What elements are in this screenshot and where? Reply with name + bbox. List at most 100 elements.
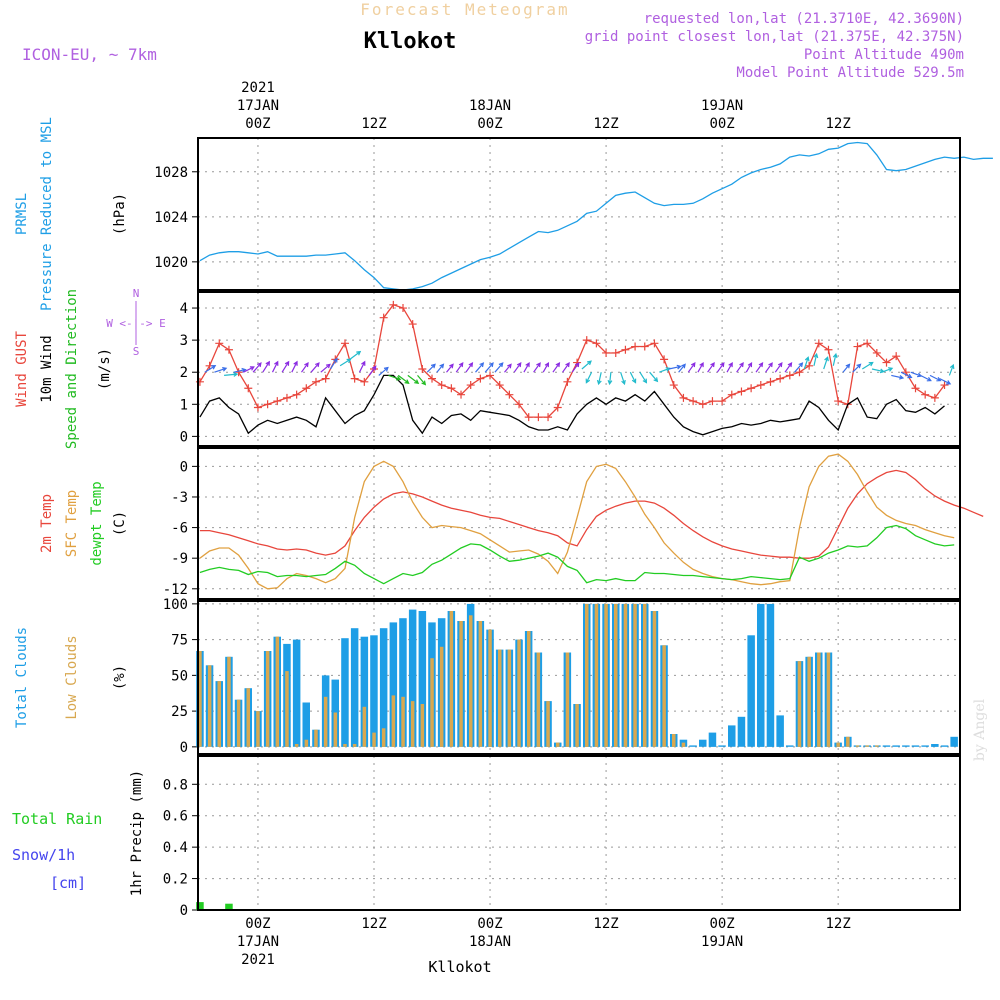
- wind-frame: [197, 291, 961, 447]
- wind-direction-arrow: [861, 361, 874, 370]
- low_clouds-bar: [333, 712, 338, 747]
- wind-direction-arrow: [585, 371, 593, 384]
- total_clouds-bar: [370, 635, 378, 747]
- total_clouds-bar: [689, 745, 697, 747]
- wind-direction-arrow: [455, 362, 464, 373]
- gust-marker: [457, 390, 466, 399]
- time-axis-label: 00Z: [245, 116, 270, 132]
- y-tick-label: 1028: [154, 165, 188, 181]
- time-axis-label: 12Z: [361, 116, 386, 132]
- time-axis-label: 12Z: [593, 116, 618, 132]
- wind-direction-arrow: [233, 367, 247, 373]
- time-axis-label: 17JAN: [237, 934, 279, 950]
- time-axis-label: 17JAN: [237, 98, 279, 114]
- temp2m-line: [199, 469, 984, 559]
- gust-marker: [853, 342, 862, 351]
- unit-label: (hPa): [112, 193, 128, 235]
- series-label: SFC Temp: [64, 490, 80, 557]
- wind-direction-arrow: [813, 352, 819, 366]
- low_clouds-bar: [246, 688, 250, 747]
- wind-direction-arrow: [736, 362, 744, 373]
- low_clouds-bar: [633, 603, 637, 747]
- series-label: 10m Wind: [39, 335, 55, 402]
- wind-direction-arrow: [368, 365, 377, 376]
- wind-direction-arrow: [349, 350, 362, 360]
- y-tick-label: 75: [171, 633, 188, 649]
- gust-marker: [795, 368, 804, 377]
- y-tick-label: 100: [163, 597, 188, 613]
- total_clouds-bar: [379, 628, 388, 747]
- gust-marker: [611, 348, 620, 357]
- gust-marker: [292, 390, 301, 399]
- total_clouds-bar: [399, 618, 407, 747]
- pressure-frame: [197, 137, 961, 291]
- gust-marker: [379, 313, 388, 322]
- low_clouds-bar: [604, 603, 608, 747]
- wind-direction-arrow: [668, 364, 682, 370]
- low_clouds-bar: [352, 744, 357, 747]
- clouds-frame: [197, 600, 961, 755]
- low_clouds-bar: [449, 611, 454, 747]
- gust-marker: [311, 377, 320, 386]
- wind-direction-arrow: [920, 374, 932, 382]
- unit-label: (%): [112, 665, 128, 690]
- low_clouds-bar: [826, 652, 831, 747]
- series-label: Snow/1h: [12, 846, 75, 864]
- gust-marker: [389, 300, 398, 309]
- series-label: Total Clouds: [14, 627, 30, 728]
- gust-marker: [350, 374, 359, 383]
- y-tick-label: -9: [171, 551, 188, 567]
- wind-direction-arrow: [929, 374, 942, 382]
- total_clouds-bar: [699, 739, 707, 747]
- total_clouds-bar: [921, 745, 929, 747]
- wind-direction-arrow: [301, 362, 309, 373]
- wind-direction-arrow: [291, 360, 298, 373]
- rain-bar: [225, 903, 233, 910]
- wind-direction-arrow: [891, 374, 905, 380]
- wind-direction-arrow: [823, 356, 829, 370]
- low_clouds-bar: [565, 652, 570, 747]
- wind-direction-arrow: [436, 363, 445, 373]
- compass-south: S: [133, 345, 140, 358]
- y-tick-label: 0: [180, 459, 188, 475]
- total_clouds-bar: [302, 702, 310, 747]
- gust-marker: [863, 339, 872, 348]
- y-tick-label: 0: [180, 903, 188, 919]
- gust-marker: [224, 345, 233, 354]
- wind-panel: 0 1 2 3 4 Wind GUST 10m Wind Speed and Directio…: [14, 287, 961, 449]
- gust-marker: [824, 345, 833, 354]
- low_clouds-bar: [256, 711, 260, 747]
- wind-direction-arrow: [620, 372, 626, 386]
- wind-direction-arrow: [552, 362, 561, 373]
- gust-marker: [524, 413, 533, 422]
- gust-marker: [563, 377, 572, 386]
- wind-direction-arrow: [784, 362, 793, 373]
- total_clouds-bar: [408, 609, 417, 747]
- gust-marker: [882, 358, 891, 367]
- watermark: by Angel: [972, 698, 988, 761]
- total_clouds-bar: [950, 736, 958, 747]
- bottom-time-axis: 00Z 17JAN 2021 12Z 00Z 18JAN 12Z 00Z 19JAN 12Z: [237, 916, 851, 968]
- wind-direction-arrow: [687, 362, 696, 373]
- wind-direction-arrow: [794, 362, 804, 373]
- unit-label: (m/s): [97, 348, 113, 390]
- total_clouds-bar: [766, 603, 775, 747]
- total_clouds-bar: [931, 744, 939, 747]
- low_clouds-bar: [585, 603, 589, 747]
- gust-marker: [834, 397, 843, 406]
- gust-marker: [418, 365, 427, 373]
- low_clouds-bar: [362, 706, 367, 747]
- gust-marker: [360, 377, 369, 386]
- wind-direction-arrow: [607, 372, 613, 386]
- low_clouds-bar: [614, 603, 618, 747]
- clouds-panel: 0 25 50 75 100 Total Clouds Low Clouds (%): [14, 597, 961, 756]
- low_clouds-bar: [498, 649, 502, 747]
- y-tick-label: 25: [171, 704, 188, 720]
- gust-marker: [621, 345, 630, 354]
- low_clouds-bar: [410, 701, 415, 747]
- total_clouds-bar: [389, 622, 398, 747]
- gust-marker: [766, 377, 775, 386]
- wind-direction-arrow: [252, 362, 262, 373]
- sfc-line: [199, 453, 955, 590]
- wind-direction-arrow: [388, 374, 402, 381]
